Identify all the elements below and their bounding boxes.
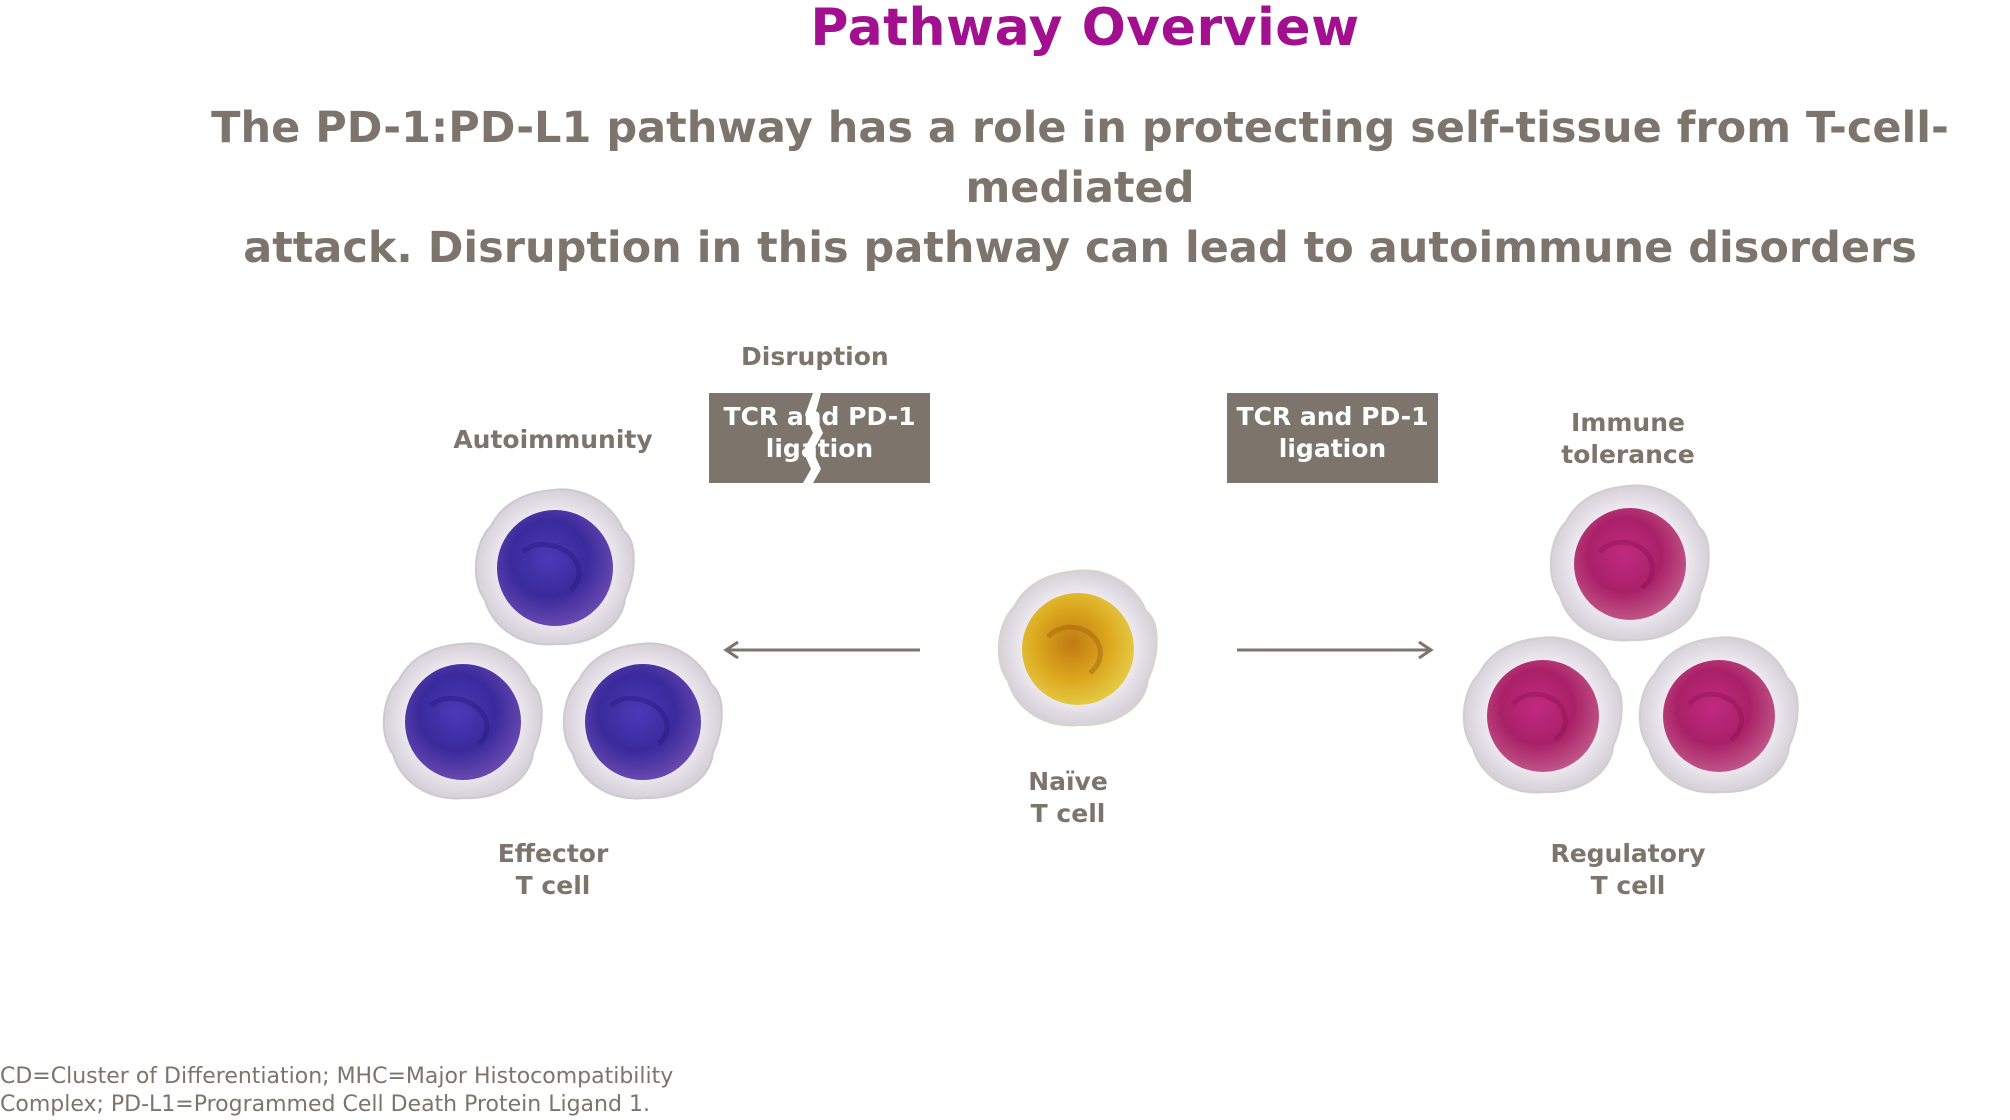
regulatory-label-line-2: T cell [1590,871,1666,900]
regulatory-cell-bottom-right [1638,636,1799,794]
right-box-line-2: ligation [1278,434,1387,463]
effector-cell-label: Effector T cell [453,838,653,902]
effector-cell-top [474,488,635,646]
effector-label-line-1: Effector [497,839,609,868]
regulatory-cell-top [1549,484,1710,642]
disruption-break-icon [803,393,823,483]
effector-cell-bottom-right [562,642,723,800]
subtitle-line-1: The PD-1:PD-L1 pathway has a role in pro… [211,103,1949,213]
immune-tolerance-line-2: tolerance [1561,440,1695,469]
footnote-line-2: Complex; PD-L1=Programmed Cell Death Pro… [0,1092,650,1117]
naive-cell [997,569,1158,727]
effector-cell-bottom-left [382,642,543,800]
page-subtitle: The PD-1:PD-L1 pathway has a role in pro… [130,98,2010,278]
immune-tolerance-line-1: Immune [1571,408,1685,437]
immune-tolerance-label: Immune tolerance [1528,407,1728,471]
footnote-line-1: CD=Cluster of Differentiation; MHC=Major… [0,1064,674,1089]
naive-label-line-2: T cell [1030,799,1106,828]
right-arrow-icon [1237,640,1434,660]
left-arrow-icon [723,640,920,660]
autoimmunity-label: Autoimmunity [453,425,653,454]
footnote: CD=Cluster of Differentiation; MHC=Major… [0,1063,673,1119]
naive-cell-label: Naïve T cell [968,766,1168,830]
page-title: Pathway Overview [810,0,1360,58]
right-box-line-1: TCR and PD-1 [1236,402,1429,431]
naive-label-line-1: Naïve [1028,767,1108,796]
regulatory-label-line-1: Regulatory [1550,839,1706,868]
regulatory-cell-label: Regulatory T cell [1528,838,1728,902]
left-ligation-box: TCR and PD-1 ligation [709,393,930,483]
right-ligation-box: TCR and PD-1 ligation [1227,393,1438,483]
subtitle-line-2: attack. Disruption in this pathway can l… [243,223,1917,273]
regulatory-cell-bottom-left [1462,636,1623,794]
disruption-label: Disruption [741,342,889,371]
effector-label-line-2: T cell [515,871,591,900]
